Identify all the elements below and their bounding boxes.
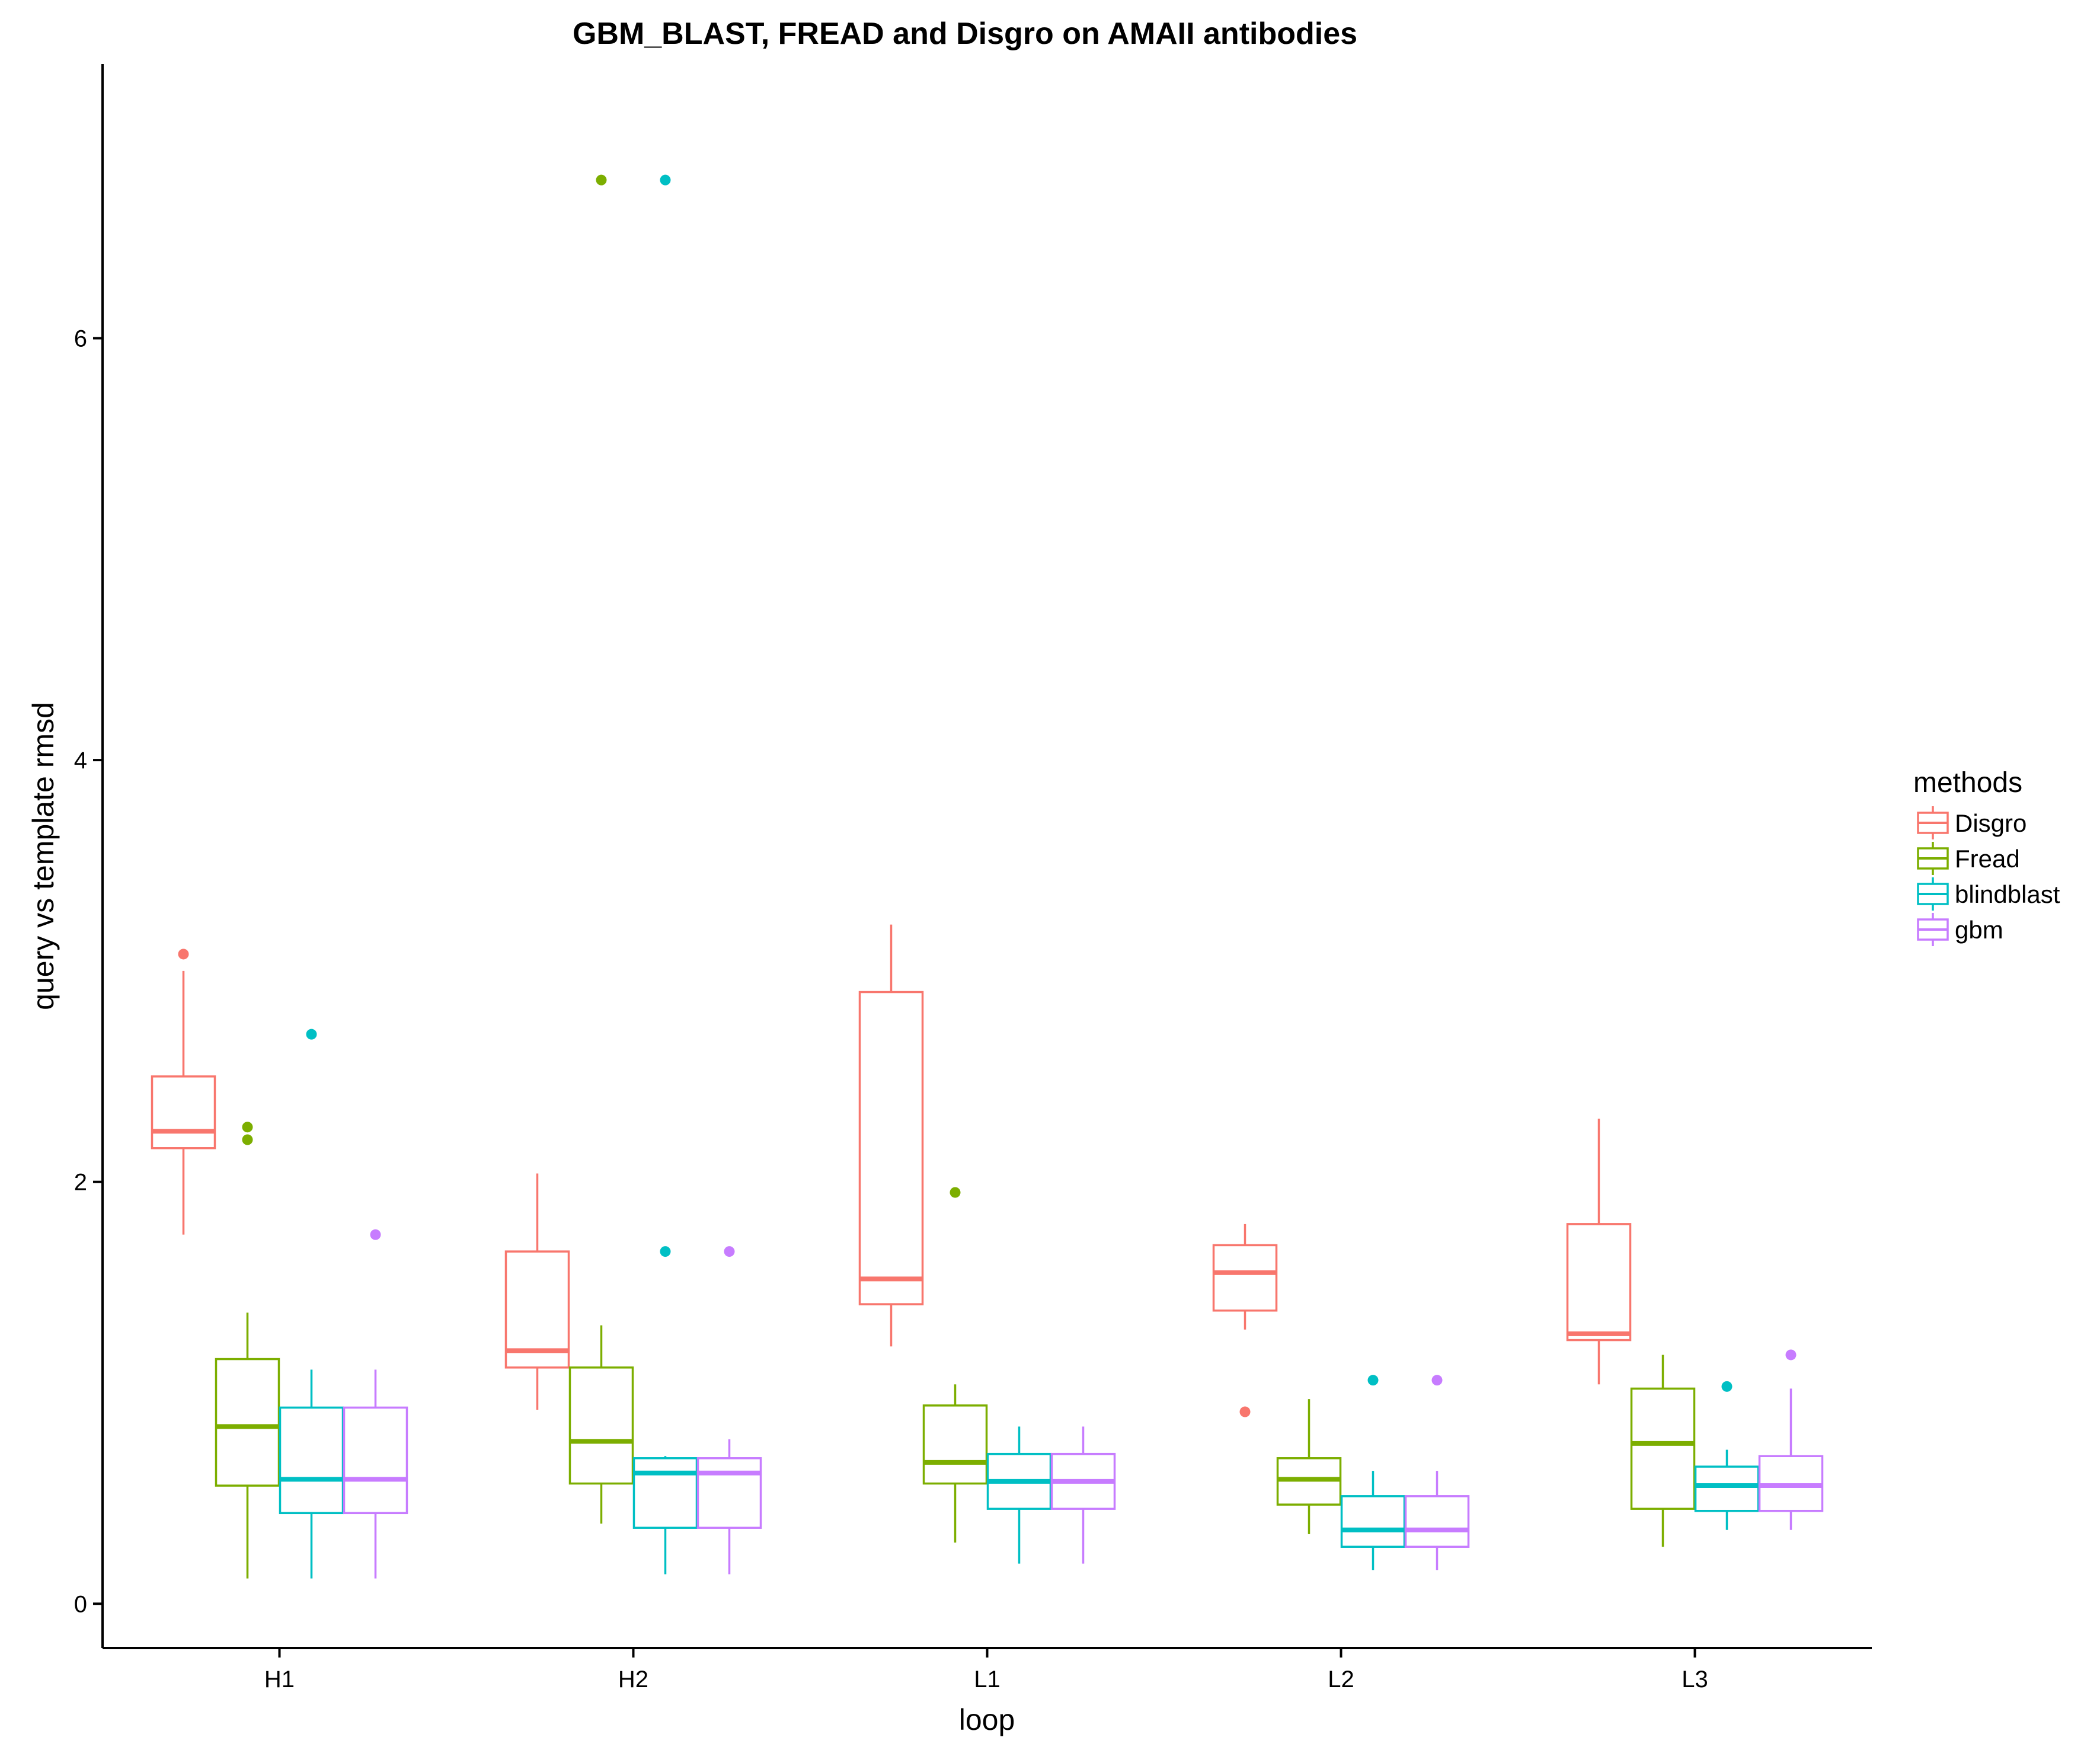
legend-item-fread: Fread [1917, 842, 2020, 875]
outlier-point [1785, 1349, 1797, 1361]
chart-title: GBM_BLAST, FREAD and Disgro on AMAII ant… [573, 17, 1357, 51]
outlier-point [596, 174, 607, 186]
box [1212, 1244, 1278, 1312]
outlier-point [1239, 1406, 1251, 1417]
legend-item-blindblast: blindblast [1917, 877, 2060, 911]
outlier-point [724, 1246, 735, 1257]
y-ticks: 0 2 4 6 [74, 326, 103, 1617]
outlier-point [370, 1229, 381, 1240]
box [1340, 1495, 1406, 1548]
outlier-point [242, 1134, 253, 1145]
box [632, 1457, 698, 1529]
x-tick-label: L1 [974, 1666, 1001, 1692]
legend-item-gbm: gbm [1917, 913, 2003, 946]
legend: methods Disgro Fread blindblast gbm [1913, 767, 2060, 946]
box [215, 1358, 280, 1487]
outlier-point [1721, 1381, 1733, 1392]
x-tick-label: L3 [1682, 1666, 1708, 1692]
legend-items: Disgro Fread blindblast gbm [1917, 806, 2060, 946]
legend-title: methods [1913, 767, 2022, 799]
x-axis-title: loop [959, 1703, 1015, 1736]
legend-label: gbm [1955, 916, 2003, 944]
box [1694, 1465, 1760, 1512]
x-tick-label: H2 [618, 1666, 648, 1692]
x-tick-label: L2 [1328, 1666, 1354, 1692]
legend-item-disgro: Disgro [1917, 806, 2027, 839]
box [568, 1366, 634, 1485]
box [858, 991, 924, 1305]
box [1630, 1387, 1696, 1510]
outlier-point [660, 1246, 671, 1257]
outlier-point [306, 1029, 317, 1040]
box [151, 1075, 216, 1149]
box [343, 1406, 408, 1515]
outlier-point [178, 949, 189, 960]
box [922, 1404, 988, 1485]
legend-label: blindblast [1955, 880, 2060, 908]
box [279, 1406, 344, 1515]
series-disgro [151, 924, 1632, 1417]
outlier-point [1367, 1375, 1379, 1386]
box [1566, 1223, 1632, 1342]
outlier-point [1431, 1375, 1443, 1386]
box [696, 1457, 762, 1529]
legend-label: Disgro [1955, 809, 2027, 837]
y-tick-label: 4 [74, 748, 87, 774]
series-fread [215, 174, 1696, 1579]
y-tick-label: 2 [74, 1170, 87, 1196]
x-tick-label: H1 [264, 1666, 295, 1692]
series-blindblast [279, 174, 1760, 1579]
legend-label: Fread [1955, 845, 2020, 873]
boxes [151, 174, 1824, 1579]
outlier-point [950, 1187, 961, 1198]
x-ticks: H1 H2 L1 L2 L3 [264, 1648, 1708, 1692]
y-axis-title: query vs template rmsd [27, 702, 60, 1010]
y-tick-label: 6 [74, 326, 87, 352]
box [504, 1250, 570, 1369]
plot-area: 0 2 4 6 H1 H2 L1 L2 L3 [74, 64, 1872, 1692]
outlier-point [660, 174, 671, 186]
outlier-point [242, 1122, 253, 1133]
series-gbm [343, 1229, 1824, 1579]
y-tick-label: 0 [74, 1591, 87, 1617]
box [1404, 1495, 1470, 1548]
